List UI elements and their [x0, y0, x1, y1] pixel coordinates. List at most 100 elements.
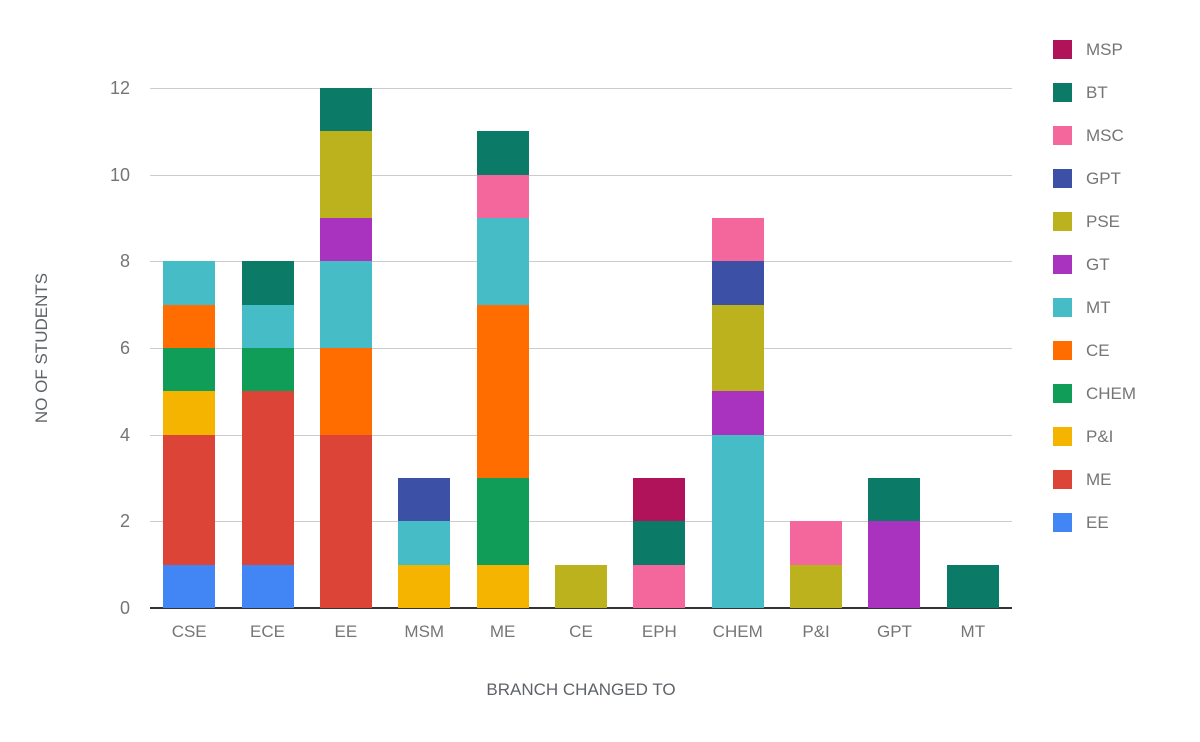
bar-segment-ee-cse[interactable] — [163, 564, 216, 608]
bar-segment-p-i-cse[interactable] — [163, 391, 216, 435]
x-category-label-me: ME — [489, 622, 516, 641]
legend-item-me: ME — [1053, 458, 1136, 501]
gridline — [150, 434, 1012, 436]
y-axis-title: NO OF STUDENTS — [32, 272, 51, 424]
bar-segment-mt-cse[interactable] — [163, 261, 216, 305]
x-category-label-msm: MSM — [404, 622, 445, 641]
bar-segment-ce-ee[interactable] — [319, 348, 372, 435]
bar-segment-bt-ee[interactable] — [319, 88, 372, 132]
bar-segment-mt-ece[interactable] — [241, 304, 294, 348]
bar-segment-pse-ce[interactable] — [555, 564, 607, 608]
y-tick-label: 12 — [109, 78, 130, 98]
y-tick-label: 4 — [119, 424, 130, 445]
x-category-label-ee: EE — [334, 622, 358, 641]
bar-segment-msc-chem[interactable] — [711, 218, 764, 262]
y-tick-label: 10 — [109, 164, 130, 185]
legend-swatch-gpt — [1053, 169, 1072, 188]
x-category-label-cse: CSE — [171, 622, 207, 641]
legend-item-mt: MT — [1053, 286, 1136, 329]
legend-swatch-gt — [1053, 255, 1072, 274]
legend-item-ce: CE — [1053, 329, 1136, 372]
legend-item-bt: BT — [1053, 71, 1136, 114]
legend-item-msc: MSC — [1053, 114, 1136, 157]
gridline — [150, 348, 1012, 349]
bar-segment-mt-me[interactable] — [476, 218, 529, 305]
bar-segment-mt-ee[interactable] — [319, 261, 372, 348]
bar-segment-p-i-me[interactable] — [476, 564, 529, 608]
y-tick-label: 6 — [119, 338, 130, 358]
gridline — [150, 521, 1012, 523]
bar-segment-ee-ece[interactable] — [241, 564, 294, 608]
bar-segment-gpt-chem[interactable] — [711, 261, 764, 305]
bar-segment-ce-me[interactable] — [476, 304, 529, 478]
bar-segment-gt-gpt[interactable] — [868, 521, 921, 608]
bar-segment-pse-ee[interactable] — [319, 131, 372, 218]
bar-segment-bt-mt[interactable] — [946, 564, 999, 608]
legend-swatch-p-i — [1053, 427, 1072, 446]
x-category-label-ece: ECE — [250, 622, 286, 641]
bar-segment-me-ee[interactable] — [319, 434, 372, 608]
legend-label: CE — [1086, 340, 1110, 360]
x-category-label-mt: MT — [960, 622, 986, 641]
legend-swatch-msc — [1053, 126, 1072, 145]
legend-item-chem: CHEM — [1053, 372, 1136, 415]
legend-swatch-pse — [1053, 212, 1072, 231]
bar-segment-gt-chem[interactable] — [711, 391, 764, 435]
bar-segment-mt-msm[interactable] — [398, 521, 451, 565]
legend-label: GPT — [1086, 168, 1121, 188]
legend-label: MSC — [1086, 125, 1124, 145]
bar-segment-bt-me[interactable] — [476, 131, 529, 175]
legend-label: ME — [1086, 469, 1112, 489]
bar-segment-gt-ee[interactable] — [319, 218, 372, 262]
legend-item-msp: MSP — [1053, 28, 1136, 71]
legend-swatch-ee — [1053, 513, 1072, 532]
legend-swatch-mt — [1053, 298, 1072, 317]
bar-segment-pse-chem[interactable] — [711, 304, 764, 392]
legend-swatch-me — [1053, 470, 1072, 489]
bar-segment-gpt-msm[interactable] — [398, 478, 451, 522]
legend-swatch-msp — [1053, 40, 1072, 59]
bar-segment-bt-gpt[interactable] — [868, 478, 921, 522]
bar-segment-chem-ece[interactable] — [241, 348, 294, 392]
gridline — [150, 88, 1012, 89]
bar-segment-msp-eph[interactable] — [633, 478, 686, 522]
gridline — [150, 261, 1012, 263]
bar-segment-ce-cse[interactable] — [163, 304, 216, 348]
legend-label: BT — [1086, 82, 1108, 102]
gridline — [150, 174, 1012, 176]
legend-item-p-i: P&I — [1053, 415, 1136, 458]
bar-segment-chem-me[interactable] — [476, 478, 529, 565]
x-axis-baseline — [150, 607, 1012, 609]
legend-label: P&I — [1086, 426, 1114, 446]
bar-segment-msc-p-i[interactable] — [790, 521, 843, 565]
x-category-label-chem: CHEM — [712, 622, 763, 641]
bar-segment-p-i-msm[interactable] — [398, 564, 451, 608]
bar-segment-bt-ece[interactable] — [241, 261, 294, 305]
bar-segment-bt-eph[interactable] — [633, 521, 686, 565]
legend: MSP BT MSC GPT PSE GT MT CE CHEM P&I ME EE — [1053, 28, 1136, 544]
bar-segment-mt-chem[interactable] — [711, 434, 764, 608]
legend-label: EE — [1086, 512, 1109, 532]
legend-label: CHEM — [1086, 383, 1137, 403]
x-axis-title: BRANCH CHANGED TO — [486, 680, 676, 699]
bar-segment-chem-cse[interactable] — [163, 348, 216, 392]
bar-segment-msc-eph[interactable] — [633, 564, 686, 608]
legend-swatch-ce — [1053, 341, 1072, 360]
legend-label: GT — [1086, 254, 1110, 274]
x-category-label-eph: EPH — [641, 622, 677, 641]
y-tick-label: 2 — [119, 511, 130, 532]
bar-segment-pse-p-i[interactable] — [790, 564, 843, 608]
legend-label: MT — [1086, 297, 1111, 317]
bar-segment-me-cse[interactable] — [163, 434, 216, 565]
bar-segment-me-ece[interactable] — [241, 391, 294, 565]
bar-segment-msc-me[interactable] — [476, 174, 529, 218]
legend-item-pse: PSE — [1053, 200, 1136, 243]
y-tick-label: 0 — [119, 598, 130, 618]
x-category-label-p-i: P&I — [802, 622, 830, 641]
legend-swatch-chem — [1053, 384, 1072, 403]
x-category-label-gpt: GPT — [876, 622, 912, 641]
legend-item-gt: GT — [1053, 243, 1136, 286]
legend-item-ee: EE — [1053, 501, 1136, 544]
y-tick-label: 8 — [119, 251, 130, 272]
